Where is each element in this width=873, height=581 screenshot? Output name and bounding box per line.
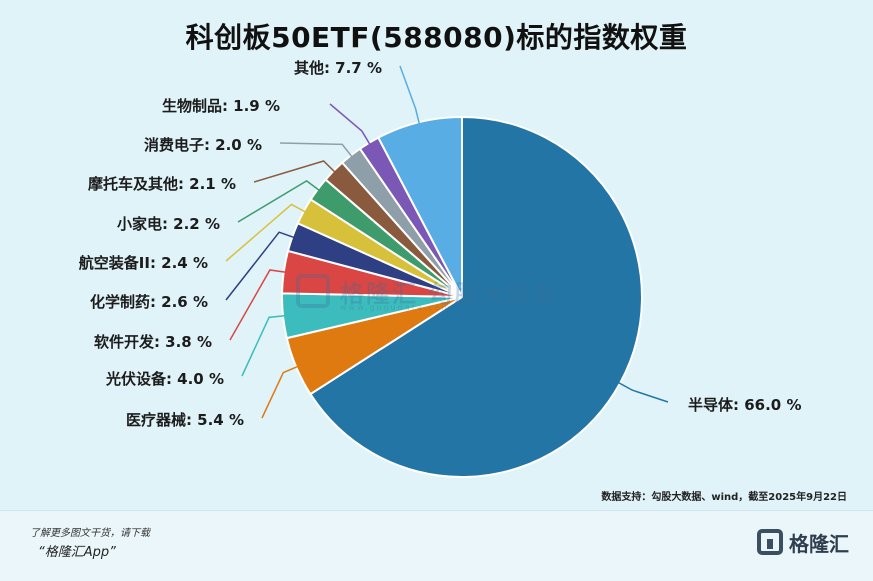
slice-label-小家电: 小家电: 2.2 %	[117, 215, 220, 233]
leader-line-摩托车及其他	[253, 160, 338, 183]
leader-line-光伏设备	[241, 314, 288, 377]
slice-label-医疗器械: 医疗器械: 5.4 %	[126, 411, 244, 429]
brand-icon	[757, 529, 783, 555]
leader-line-生物制品	[329, 103, 372, 147]
pie-chart: 半导体: 66.0 % 医疗器械: 5.4 % 光伏设备: 4.0 % 软件开发: 3…	[79, 59, 801, 478]
chart-title: 科创板50ETF(588080)标的指数权重	[185, 21, 688, 54]
leader-line-航空装备II	[225, 203, 308, 262]
slice-label-消费电子: 消费电子: 2.0 %	[144, 136, 262, 154]
promo-app-name: “格隆汇App”	[38, 545, 116, 560]
slice-label-其他: 其他: 7.7 %	[294, 59, 382, 77]
brand-logo: 格隆汇	[757, 527, 849, 557]
slice-label-生物制品: 生物制品: 1.9 %	[162, 97, 280, 115]
leader-line-化学制药	[225, 231, 297, 301]
slice-label-航空装备II: 航空装备II: 2.4 %	[79, 254, 208, 272]
leader-line-半导体	[616, 380, 669, 403]
leader-line-医疗器械	[261, 364, 301, 419]
leader-line-其他	[399, 65, 421, 127]
data-source-note: 数据支持：勾股大数据、wind，截至2025年9月22日	[601, 492, 847, 503]
leader-line-软件开发	[229, 269, 288, 341]
slice-label-光伏设备: 光伏设备: 4.0 %	[105, 370, 224, 388]
brand-name: 格隆汇	[789, 531, 849, 556]
slice-label-半导体: 半导体: 66.0 %	[688, 396, 801, 414]
slice-label-摩托车及其他: 摩托车及其他: 2.1 %	[88, 175, 236, 193]
promo-text: 了解更多图文干货，请下载	[30, 528, 150, 539]
leader-line-消费电子	[279, 142, 354, 160]
leader-line-小家电	[237, 179, 322, 223]
slice-label-化学制药: 化学制药: 2.6 %	[90, 293, 208, 311]
slice-label-软件开发: 软件开发: 3.8 %	[94, 333, 212, 351]
footer-bar	[0, 510, 873, 581]
